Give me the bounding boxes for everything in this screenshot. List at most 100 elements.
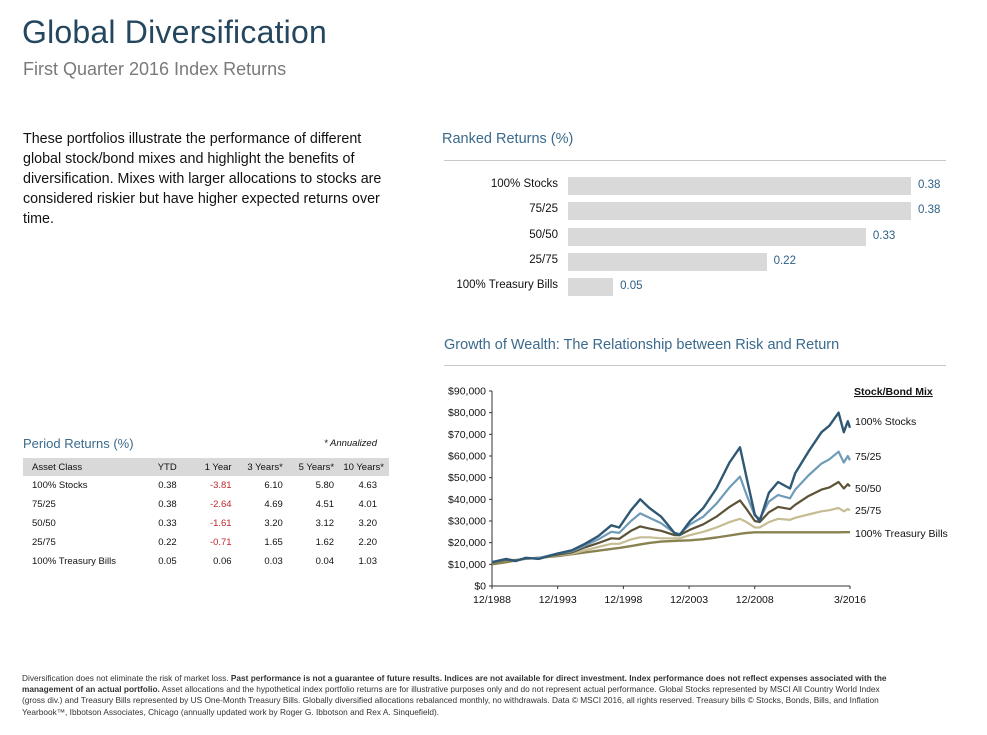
table-row: 75/25 0.38 -2.64 4.69 4.51 4.01: [23, 495, 389, 514]
series-end-label: 50/50: [855, 483, 881, 495]
table-cell: 0.22: [158, 537, 177, 548]
table-cell: 4.01: [358, 499, 378, 510]
period-returns-title: Period Returns (%): [23, 436, 134, 451]
table-cell: 3.20: [264, 518, 283, 529]
series-line-50-50: [491, 480, 851, 564]
ranked-bar-label: 100% Stocks: [490, 178, 558, 190]
table-cell: 100% Stocks: [32, 480, 88, 491]
y-tick-label: $60,000: [448, 451, 486, 463]
ranked-bar: [568, 227, 866, 246]
growth-of-wealth-chart: $0 $10,000 $20,000 $30,000 $40,000 $50,000 $60…: [440, 330, 952, 610]
series-end-label: 100% Stocks: [855, 416, 916, 428]
ranked-bar-value: 0.05: [620, 280, 643, 293]
ranked-returns-title: Ranked Returns (%): [442, 131, 574, 147]
x-tick-label: 12/1993: [539, 594, 577, 606]
table-cell: 0.38: [158, 480, 177, 491]
y-tick-label: $0: [474, 581, 486, 593]
disclaimer-bold-text: Past performance is not a guarantee of f…: [22, 673, 887, 695]
ranked-bar-value: 0.22: [773, 254, 796, 267]
page-subtitle: First Quarter 2016 Index Returns: [23, 59, 287, 79]
x-tick-label: 12/2008: [736, 594, 774, 606]
growth-divider: [444, 365, 946, 366]
series-end-label: 75/25: [855, 451, 881, 463]
table-cell: 0.04: [315, 556, 335, 567]
table-header-cell: 3 Years*: [231, 458, 283, 476]
table-cell: 4.51: [315, 499, 335, 510]
table-cell: 2.20: [358, 537, 378, 548]
ranked-returns-chart: 100% Stocks 0.38 75/25 0.38 50/50 0.33 25/75 0.…: [444, 160, 946, 300]
legend-title: Stock/Bond Mix: [854, 386, 933, 398]
table-cell: -0.71: [209, 537, 232, 548]
table-cell: 1.03: [358, 556, 378, 567]
ranked-divider: [444, 160, 946, 161]
table-cell: -1.61: [209, 518, 232, 529]
table-cell: 1.62: [315, 537, 335, 548]
y-tick-label: $90,000: [448, 386, 486, 398]
ranked-bar-label: 100% Treasury Bills: [456, 279, 558, 292]
series-line-100-stocks: [491, 411, 852, 564]
disclaimer-text-continued: Asset allocations and the hypothetical i…: [22, 684, 880, 717]
table-row: 50/50 0.33 -1.61 3.20 3.12 3.20: [23, 514, 389, 533]
x-tick-label: 12/1988: [473, 594, 511, 606]
disclaimer: Diversification does not eliminate the r…: [22, 673, 902, 718]
table-header-cell: Asset Class: [23, 458, 130, 476]
series-end-label: 25/75: [855, 505, 881, 517]
disclaimer-text: Diversification does not eliminate the r…: [22, 673, 231, 683]
table-header-row: Asset Class YTD 1 Year 3 Years* 5 Years* 10 Y…: [23, 458, 389, 476]
ranked-row: 100% Treasury Bills 0.05: [444, 278, 946, 297]
table-cell: -2.64: [209, 499, 232, 510]
ranked-bar: [568, 252, 767, 271]
period-returns-table: Asset Class YTD 1 Year 3 Years* 5 Years* 10 Y…: [23, 458, 389, 571]
table-cell: 75/25: [32, 499, 56, 510]
growth-chart-title: Growth of Wealth: The Relationship betwe…: [444, 337, 840, 353]
growth-svg: $0 $10,000 $20,000 $30,000 $40,000 $50,000 $60…: [448, 386, 948, 607]
ranked-row: 100% Stocks 0.38: [444, 177, 946, 195]
ranked-bar-label: 50/50: [529, 228, 558, 241]
table-cell: 25/75: [32, 537, 56, 548]
table-header-cell: 5 Years*: [282, 458, 335, 476]
y-tick-label: $30,000: [448, 516, 486, 528]
ranked-bar-label: 25/75: [529, 253, 558, 266]
ranked-bar: [568, 177, 911, 195]
table-cell: 0.06: [213, 556, 232, 567]
table-row: 100% Treasury Bills 0.05 0.06 0.03 0.04 1.03: [23, 552, 389, 571]
table-cell: 0.05: [158, 556, 177, 567]
ranked-bar: [568, 278, 614, 297]
table-header-cell: YTD: [129, 458, 177, 476]
table-header-cell: 1 Year: [176, 458, 232, 476]
table-cell: -3.81: [209, 480, 232, 491]
table-header-cell: 10 Years*: [334, 458, 389, 476]
table-cell: 0.38: [158, 499, 177, 510]
y-tick-label: $50,000: [448, 472, 486, 484]
table-cell: 0.03: [264, 556, 283, 567]
table-cell: 6.10: [264, 480, 283, 491]
ranked-bar-label: 75/25: [529, 203, 558, 216]
annualized-note: * Annualized: [324, 438, 377, 449]
series-line-75-25: [491, 450, 851, 564]
y-tick-label: $20,000: [448, 537, 486, 549]
table-row: 25/75 0.22 -0.71 1.65 1.62 2.20: [23, 533, 389, 552]
series-line-100-treasury-bills: [491, 531, 850, 566]
y-tick-label: $40,000: [448, 494, 486, 506]
series-end-label: 100% Treasury Bills: [855, 528, 948, 540]
y-tick-label: $10,000: [448, 559, 486, 571]
table-cell: 100% Treasury Bills: [32, 556, 116, 567]
intro-text: These portfolios illustrate the performa…: [23, 131, 382, 227]
y-tick-label: $70,000: [448, 429, 486, 441]
table-cell: 0.33: [158, 518, 177, 529]
table-cell: 3.12: [315, 518, 335, 529]
table-cell: 3.20: [358, 518, 378, 529]
ranked-bar-value: 0.33: [872, 229, 896, 242]
y-tick-label: $80,000: [448, 407, 486, 419]
table-row: 100% Stocks 0.38 -3.81 6.10 5.80 4.63: [23, 476, 389, 495]
table-cell: 5.80: [315, 480, 335, 491]
ranked-row: 75/25 0.38: [444, 202, 946, 221]
table-cell: 50/50: [32, 518, 56, 529]
ranked-bar: [568, 202, 911, 221]
x-tick-label: 12/1998: [604, 594, 642, 606]
x-tick-label: 3/2016: [834, 594, 866, 606]
page-title: Global Diversification: [22, 14, 327, 50]
table-cell: 4.63: [358, 480, 378, 491]
table-cell: 4.69: [264, 499, 283, 510]
ranked-bar-value: 0.38: [918, 204, 941, 217]
